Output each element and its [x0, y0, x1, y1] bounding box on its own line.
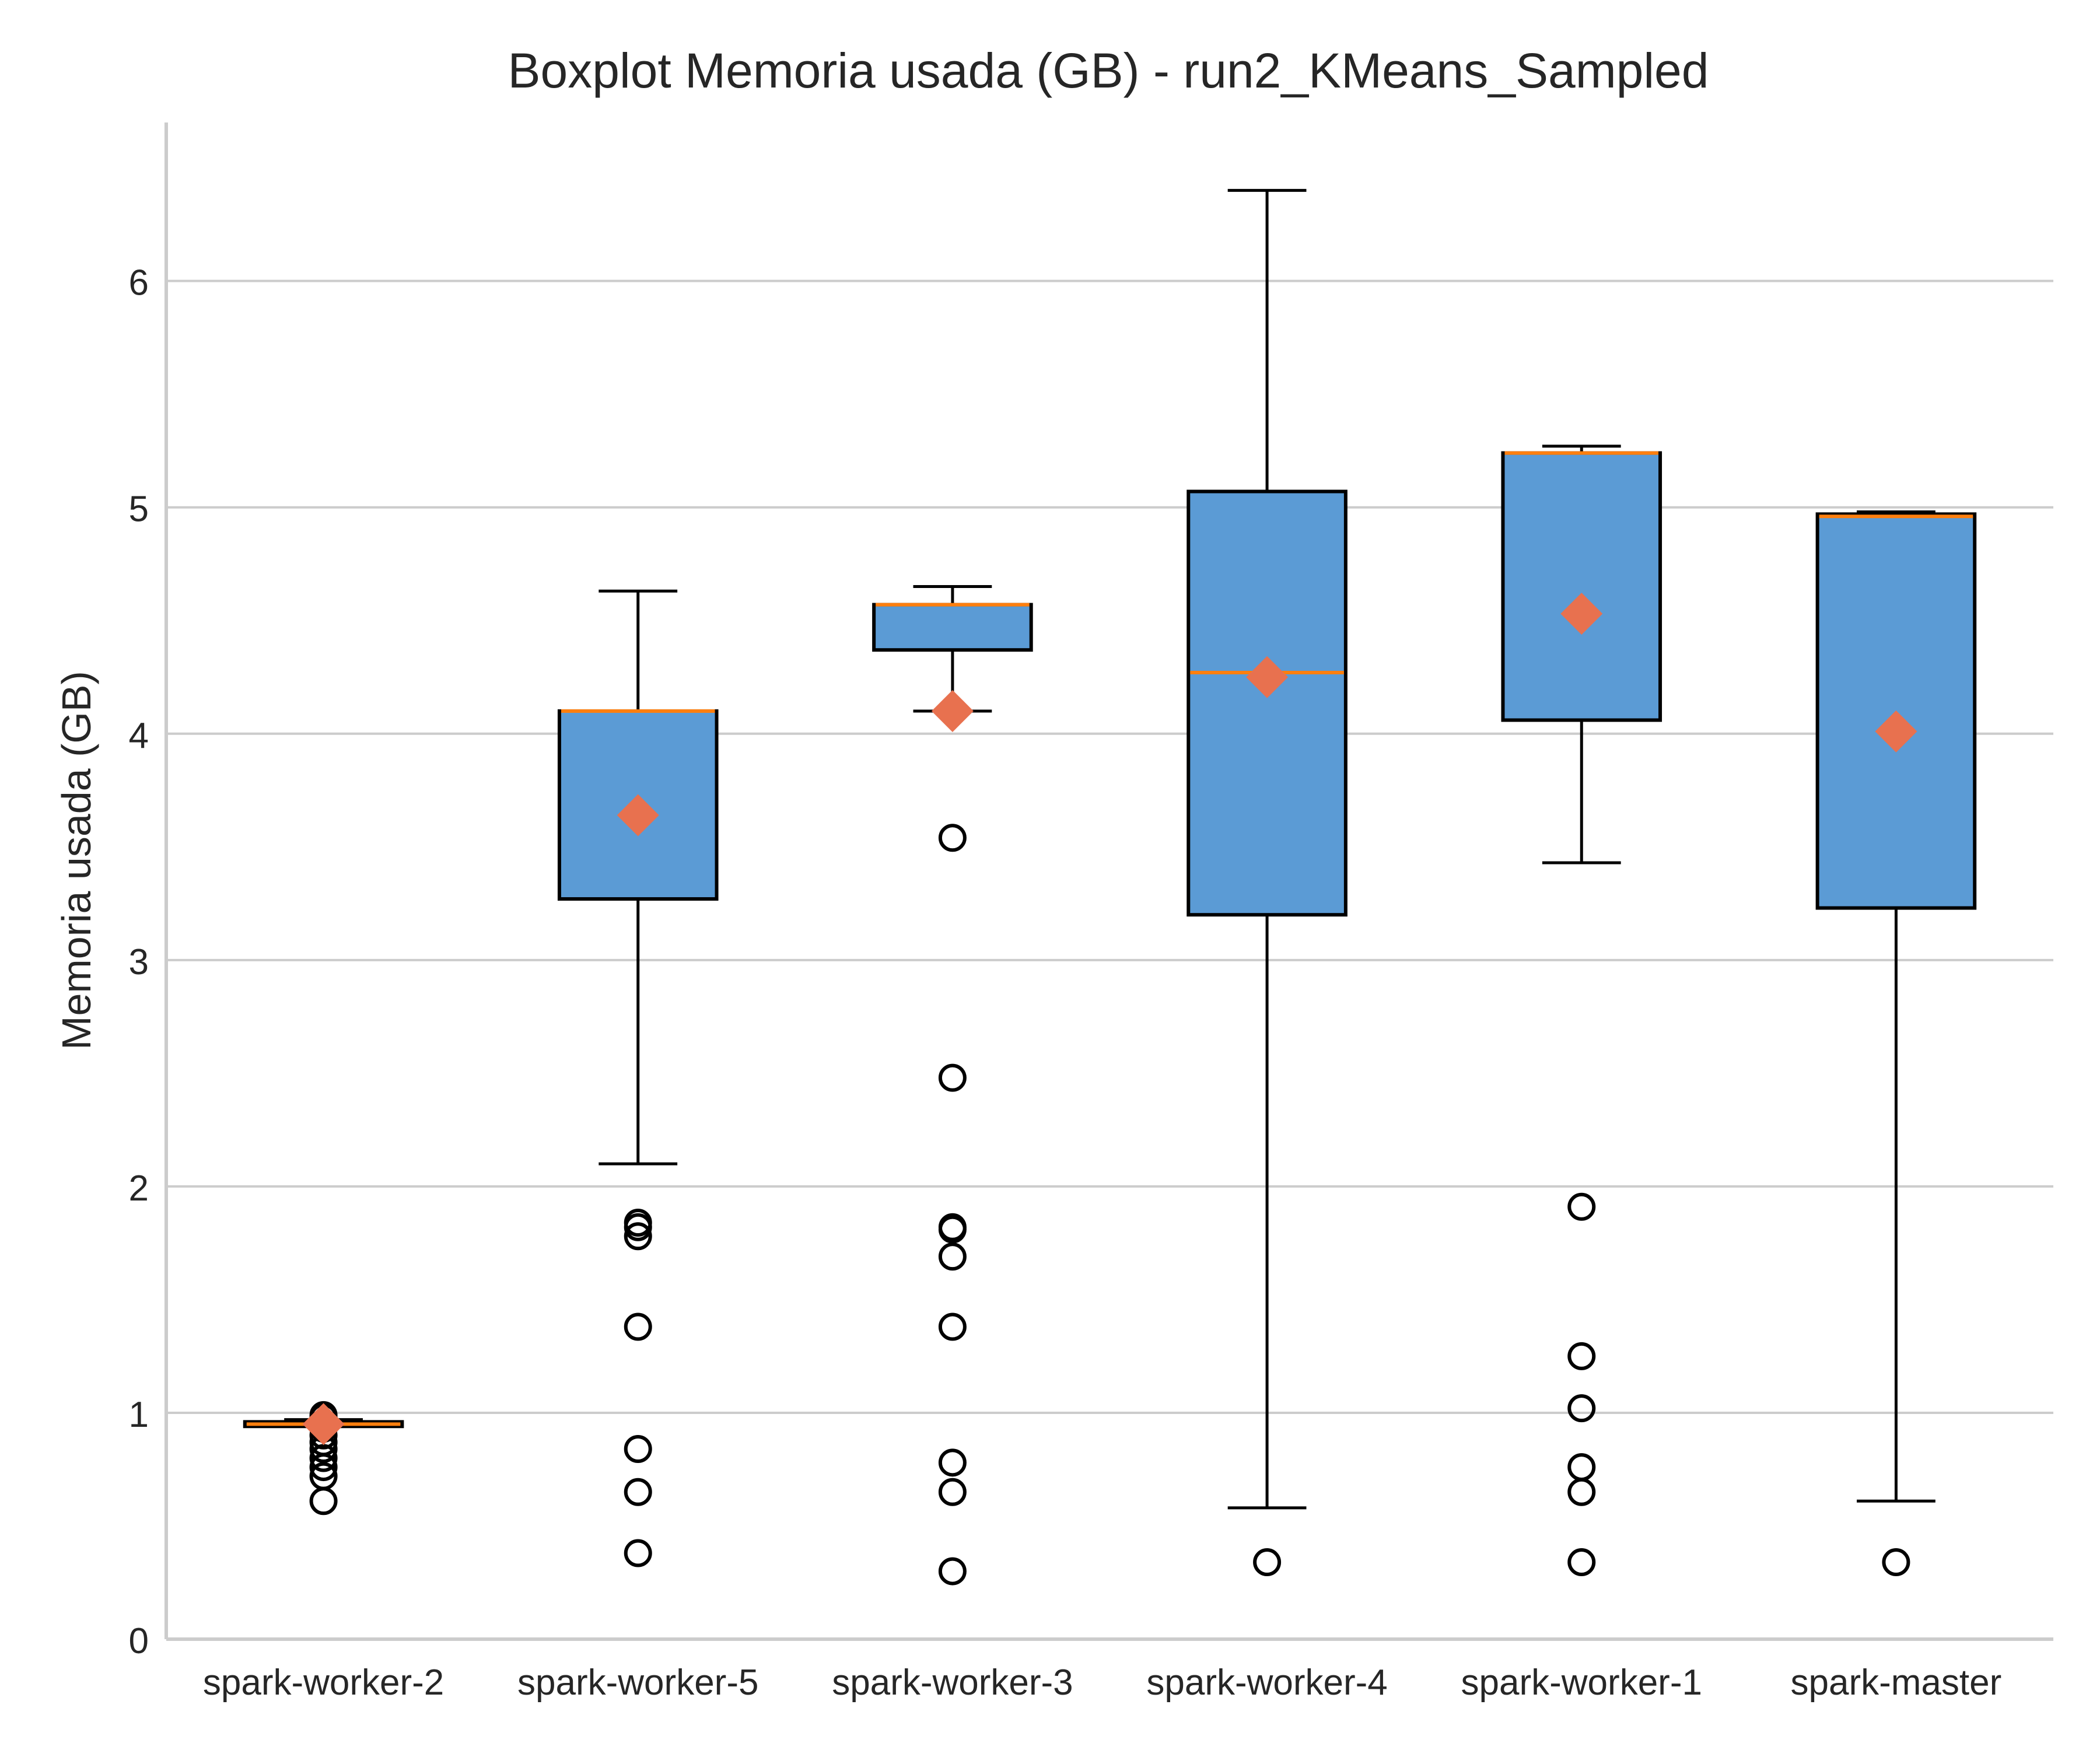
mean-marker	[1875, 710, 1917, 752]
outlier-point	[1567, 1478, 1596, 1506]
x-tick-label: spark-worker-3	[832, 1662, 1073, 1703]
box-group	[557, 589, 719, 1567]
y-tick-label: 2	[129, 1168, 149, 1209]
y-tick-label: 0	[129, 1621, 149, 1661]
box	[872, 603, 1033, 652]
outlier-point	[624, 1312, 652, 1341]
mean-marker	[302, 1403, 345, 1446]
outlier-point	[938, 824, 967, 852]
outlier-point	[1253, 1548, 1282, 1577]
outlier-point	[1567, 1394, 1596, 1423]
outlier-point	[938, 1478, 967, 1506]
chart-title: Boxplot Memoria usada (GB) - run2_KMeans…	[508, 43, 1709, 98]
mean-marker	[617, 794, 659, 836]
x-tick-label: spark-worker-1	[1461, 1662, 1702, 1703]
outlier-point	[1882, 1548, 1910, 1577]
mean-marker	[931, 690, 974, 732]
mean-marker	[1560, 593, 1603, 635]
outlier-point	[624, 1435, 652, 1464]
outlier-point	[309, 1462, 338, 1490]
outlier-point	[624, 1539, 652, 1567]
y-tick-label: 3	[129, 942, 149, 982]
outlier-point	[938, 1448, 967, 1477]
outlier-point	[1567, 1548, 1596, 1577]
box-group	[1501, 444, 1662, 1577]
outlier-point	[624, 1478, 652, 1506]
y-axis-label: Memoria usada (GB)	[54, 671, 99, 1050]
outlier-point	[938, 1063, 967, 1092]
mean-marker	[1246, 656, 1289, 698]
box	[1501, 451, 1662, 722]
box	[1186, 489, 1348, 917]
y-tick-label: 1	[129, 1395, 149, 1435]
outlier-point	[1567, 1342, 1596, 1370]
outlier-point	[938, 1213, 967, 1241]
x-tick-label: spark-worker-2	[203, 1662, 444, 1703]
outlier-point	[309, 1487, 338, 1516]
y-tick-label: 5	[129, 489, 149, 530]
y-tick-label: 6	[129, 263, 149, 303]
outlier-point	[1567, 1453, 1596, 1482]
x-tick-label: spark-worker-4	[1146, 1662, 1387, 1703]
outlier-point	[938, 1242, 967, 1271]
box-group	[1815, 510, 1977, 1577]
outlier-point	[938, 1557, 967, 1586]
outlier-point	[624, 1222, 652, 1251]
y-tick-label: 4	[129, 716, 149, 756]
x-tick-label: spark-worker-5	[517, 1662, 758, 1703]
outlier-point	[1567, 1192, 1596, 1221]
outlier-point	[309, 1444, 338, 1472]
outlier-point	[938, 1312, 967, 1341]
box-group	[872, 585, 1033, 1586]
box-group	[243, 1401, 404, 1516]
x-tick-label: spark-master	[1791, 1662, 2002, 1703]
box-group	[1186, 188, 1348, 1577]
outlier-point	[624, 1208, 652, 1237]
